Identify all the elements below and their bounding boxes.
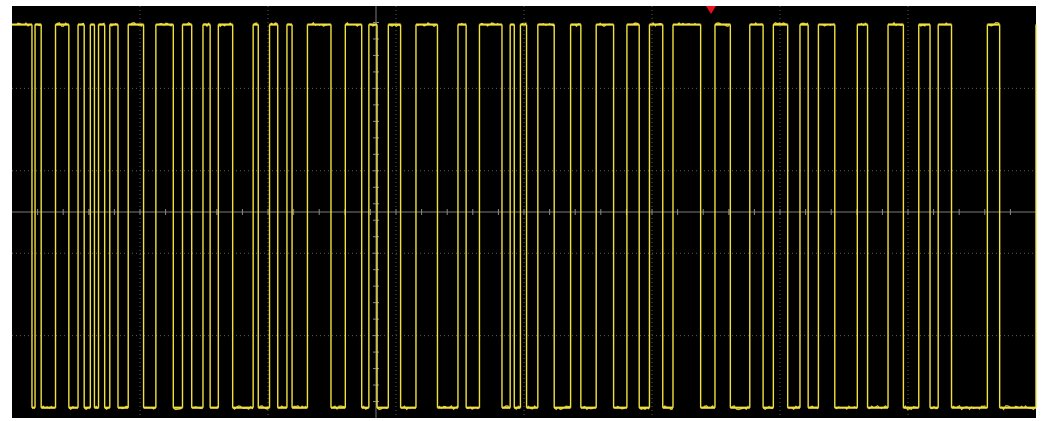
trigger-marker-icon (706, 6, 716, 14)
digital-signal-trace (12, 23, 1037, 409)
trace-noise (55, 22, 68, 27)
graticule-grid (12, 6, 1036, 418)
trace-noise (526, 404, 537, 410)
trace-noise (172, 407, 182, 411)
